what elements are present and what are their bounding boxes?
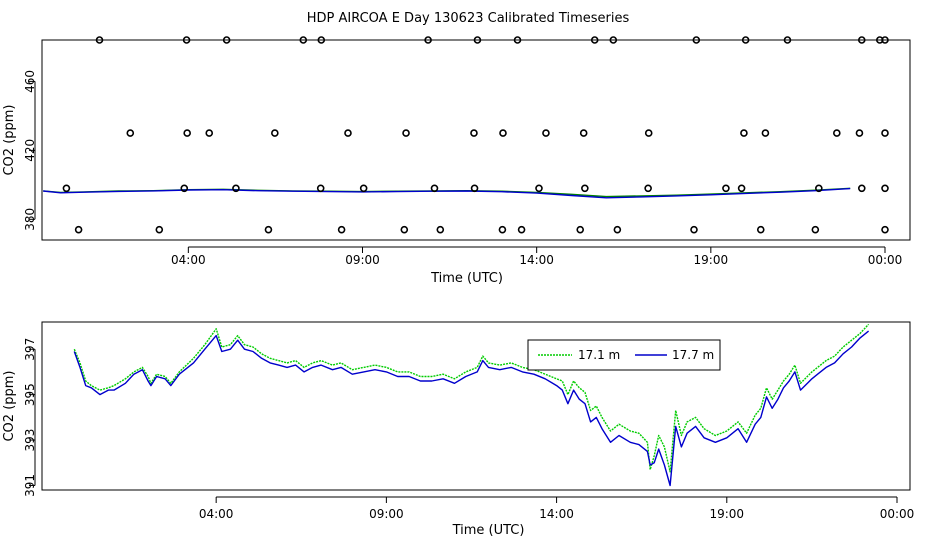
data-point <box>576 225 585 234</box>
data-point <box>180 184 189 193</box>
x-tick-label: 14:00 <box>539 507 574 521</box>
bottom-series-group <box>73 323 870 487</box>
bottom-x-axis-title: Time (UTC) <box>452 523 525 538</box>
data-point <box>857 184 866 193</box>
data-point <box>542 129 550 137</box>
x-tick-label: 09:00 <box>369 507 404 521</box>
data-point <box>740 129 748 137</box>
data-point <box>317 36 326 44</box>
y-tick-label: 395 <box>23 383 37 406</box>
y-tick-label: 380 <box>23 208 37 231</box>
y-tick-label: 420 <box>23 139 37 162</box>
top-plot-frame <box>41 39 911 241</box>
x-tick-label: 09:00 <box>345 253 380 267</box>
data-point <box>436 225 445 234</box>
data-point <box>470 129 478 137</box>
data-point <box>424 36 432 44</box>
data-point <box>470 184 479 193</box>
data-point <box>737 184 746 193</box>
data-point <box>337 225 346 234</box>
data-point <box>855 129 864 137</box>
data-point <box>590 36 599 44</box>
y-tick-label: 397 <box>23 338 37 361</box>
data-point <box>400 225 409 234</box>
legend: 17.1 m 17.7 m <box>527 339 721 371</box>
series-line-17-7-m <box>73 330 870 487</box>
data-point <box>722 184 730 193</box>
data-point <box>126 129 135 137</box>
data-point <box>690 225 698 234</box>
data-point <box>881 225 889 234</box>
data-point <box>881 184 889 193</box>
y-tick-label: 393 <box>23 429 37 452</box>
bottom-x-axis: 04:00 09:00 14:00 19:00 00:00 <box>199 496 915 521</box>
data-point <box>264 225 273 234</box>
data-point <box>579 129 588 137</box>
data-point <box>513 36 522 44</box>
data-point <box>271 129 279 137</box>
data-point <box>222 36 231 44</box>
data-point <box>95 36 104 44</box>
data-point <box>74 225 83 234</box>
data-point <box>517 225 526 234</box>
data-point <box>473 36 482 44</box>
figure-title: HDP AIRCOA E Day 130623 Calibrated Times… <box>307 11 630 26</box>
data-point <box>811 225 820 234</box>
y-tick-label: 460 <box>23 70 37 93</box>
top-x-axis: 04:00 09:00 14:00 19:00 00:00 <box>171 246 903 267</box>
x-tick-label: 00:00 <box>880 507 915 521</box>
data-point <box>359 184 368 193</box>
data-point <box>692 36 701 44</box>
top-y-axis-title: CO2 (ppm) <box>2 104 17 175</box>
y-tick-label: 391 <box>23 474 37 497</box>
top-x-axis-title: Time (UTC) <box>430 271 503 286</box>
data-point <box>761 129 770 137</box>
data-point <box>344 129 352 137</box>
x-tick-label: 14:00 <box>519 253 554 267</box>
legend-label-17-7m: 17.7 m <box>672 348 714 362</box>
data-point <box>299 36 308 44</box>
x-tick-label: 19:00 <box>694 253 729 267</box>
data-point <box>499 129 507 137</box>
data-point <box>609 36 618 44</box>
data-point <box>581 184 589 193</box>
x-tick-label: 19:00 <box>709 507 744 521</box>
top-chart-panel: 04:00 09:00 14:00 19:00 00:00 380 420 460 Time… <box>2 36 911 286</box>
data-point <box>430 184 439 193</box>
data-point <box>613 225 622 234</box>
x-tick-label: 04:00 <box>171 253 206 267</box>
data-point <box>232 184 240 193</box>
data-point <box>815 184 823 193</box>
top-series-group <box>43 36 889 234</box>
data-point <box>535 184 543 193</box>
bottom-y-axis: 391 393 395 397 <box>23 338 37 497</box>
data-point <box>316 184 325 193</box>
bottom-chart-panel: 04:00 09:00 14:00 19:00 00:00 391 393 395 397 T… <box>2 321 915 538</box>
data-point <box>498 225 507 234</box>
data-point <box>644 184 652 193</box>
data-point <box>783 36 792 44</box>
data-point <box>857 36 866 44</box>
series-line-17-1-m <box>73 323 870 473</box>
legend-label-17-1m: 17.1 m <box>578 348 620 362</box>
x-tick-label: 00:00 <box>868 253 903 267</box>
data-point <box>205 129 214 137</box>
bottom-plot-frame <box>41 321 911 491</box>
data-point <box>183 129 191 137</box>
data-point <box>741 36 750 44</box>
data-point <box>402 129 410 137</box>
data-point <box>155 225 164 234</box>
data-point <box>881 129 889 137</box>
data-point <box>833 129 841 137</box>
bottom-y-axis-title: CO2 (ppm) <box>2 370 17 441</box>
top-y-axis: 380 420 460 <box>23 70 37 231</box>
data-point <box>756 225 765 234</box>
data-point <box>881 36 889 44</box>
data-point <box>644 129 653 137</box>
data-point <box>182 36 191 44</box>
x-tick-label: 04:00 <box>199 507 234 521</box>
data-point <box>62 184 71 193</box>
